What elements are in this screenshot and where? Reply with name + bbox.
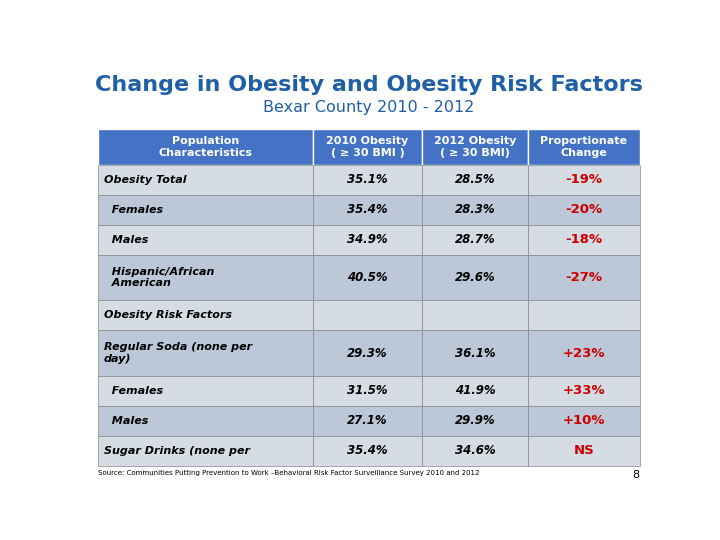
Text: +33%: +33% xyxy=(562,384,605,397)
Text: Sugar Drinks (none per: Sugar Drinks (none per xyxy=(104,446,250,456)
FancyBboxPatch shape xyxy=(528,376,639,406)
Text: 34.6%: 34.6% xyxy=(455,444,495,457)
FancyBboxPatch shape xyxy=(99,300,313,330)
FancyBboxPatch shape xyxy=(313,406,422,436)
FancyBboxPatch shape xyxy=(313,165,422,195)
Text: 34.9%: 34.9% xyxy=(347,233,388,246)
FancyBboxPatch shape xyxy=(99,255,313,300)
Text: 35.4%: 35.4% xyxy=(347,444,388,457)
FancyBboxPatch shape xyxy=(528,129,639,165)
FancyBboxPatch shape xyxy=(99,225,313,255)
Text: Obesity Risk Factors: Obesity Risk Factors xyxy=(104,310,232,320)
FancyBboxPatch shape xyxy=(313,225,422,255)
Text: -20%: -20% xyxy=(565,204,603,217)
Text: +10%: +10% xyxy=(562,414,605,427)
FancyBboxPatch shape xyxy=(422,195,528,225)
Text: Source: Communities Putting Prevention to Work –Behavioral Risk Factor Surveilla: Source: Communities Putting Prevention t… xyxy=(99,470,480,476)
FancyBboxPatch shape xyxy=(422,376,528,406)
FancyBboxPatch shape xyxy=(422,165,528,195)
Text: NS: NS xyxy=(573,444,594,457)
Text: Females: Females xyxy=(104,205,163,215)
Text: -18%: -18% xyxy=(565,233,603,246)
Text: 27.1%: 27.1% xyxy=(347,414,388,427)
FancyBboxPatch shape xyxy=(528,406,639,436)
FancyBboxPatch shape xyxy=(99,406,313,436)
FancyBboxPatch shape xyxy=(313,195,422,225)
Text: -19%: -19% xyxy=(565,173,603,186)
FancyBboxPatch shape xyxy=(422,129,528,165)
FancyBboxPatch shape xyxy=(99,195,313,225)
FancyBboxPatch shape xyxy=(313,255,422,300)
Text: 2012 Obesity
( ≥ 30 BMI): 2012 Obesity ( ≥ 30 BMI) xyxy=(434,136,516,158)
FancyBboxPatch shape xyxy=(422,330,528,376)
FancyBboxPatch shape xyxy=(313,300,422,330)
Text: 35.1%: 35.1% xyxy=(347,173,388,186)
FancyBboxPatch shape xyxy=(313,330,422,376)
Text: 28.3%: 28.3% xyxy=(455,204,495,217)
FancyBboxPatch shape xyxy=(422,406,528,436)
Text: 31.5%: 31.5% xyxy=(347,384,388,397)
Text: 28.5%: 28.5% xyxy=(455,173,495,186)
Text: +23%: +23% xyxy=(562,347,605,360)
FancyBboxPatch shape xyxy=(528,436,639,466)
Text: 29.3%: 29.3% xyxy=(347,347,388,360)
Text: 40.5%: 40.5% xyxy=(347,271,388,284)
Text: 2010 Obesity
( ≥ 30 BMI ): 2010 Obesity ( ≥ 30 BMI ) xyxy=(326,136,409,158)
Text: Hispanic/African
  American: Hispanic/African American xyxy=(104,267,215,288)
FancyBboxPatch shape xyxy=(99,436,313,466)
FancyBboxPatch shape xyxy=(422,225,528,255)
Text: Proportionate
Change: Proportionate Change xyxy=(540,136,627,158)
FancyBboxPatch shape xyxy=(422,255,528,300)
FancyBboxPatch shape xyxy=(528,255,639,300)
Text: 41.9%: 41.9% xyxy=(455,384,495,397)
Text: 29.9%: 29.9% xyxy=(455,414,495,427)
FancyBboxPatch shape xyxy=(422,300,528,330)
Text: 36.1%: 36.1% xyxy=(455,347,495,360)
Text: Population
Characteristics: Population Characteristics xyxy=(159,136,253,158)
FancyBboxPatch shape xyxy=(528,165,639,195)
FancyBboxPatch shape xyxy=(528,225,639,255)
Text: 8: 8 xyxy=(632,470,639,480)
Text: Males: Males xyxy=(104,416,148,426)
Text: -27%: -27% xyxy=(565,271,603,284)
FancyBboxPatch shape xyxy=(313,436,422,466)
Text: Obesity Total: Obesity Total xyxy=(104,174,186,185)
Text: 28.7%: 28.7% xyxy=(455,233,495,246)
Text: Females: Females xyxy=(104,386,163,396)
Text: Bexar County 2010 - 2012: Bexar County 2010 - 2012 xyxy=(264,100,474,115)
Text: Males: Males xyxy=(104,235,148,245)
FancyBboxPatch shape xyxy=(99,330,313,376)
Text: 35.4%: 35.4% xyxy=(347,204,388,217)
FancyBboxPatch shape xyxy=(422,436,528,466)
FancyBboxPatch shape xyxy=(99,376,313,406)
Text: Regular Soda (none per
day): Regular Soda (none per day) xyxy=(104,342,252,364)
Text: Change in Obesity and Obesity Risk Factors: Change in Obesity and Obesity Risk Facto… xyxy=(95,75,643,95)
FancyBboxPatch shape xyxy=(528,300,639,330)
FancyBboxPatch shape xyxy=(528,195,639,225)
FancyBboxPatch shape xyxy=(528,330,639,376)
FancyBboxPatch shape xyxy=(99,129,313,165)
FancyBboxPatch shape xyxy=(99,165,313,195)
Text: 29.6%: 29.6% xyxy=(455,271,495,284)
FancyBboxPatch shape xyxy=(313,129,422,165)
FancyBboxPatch shape xyxy=(313,376,422,406)
